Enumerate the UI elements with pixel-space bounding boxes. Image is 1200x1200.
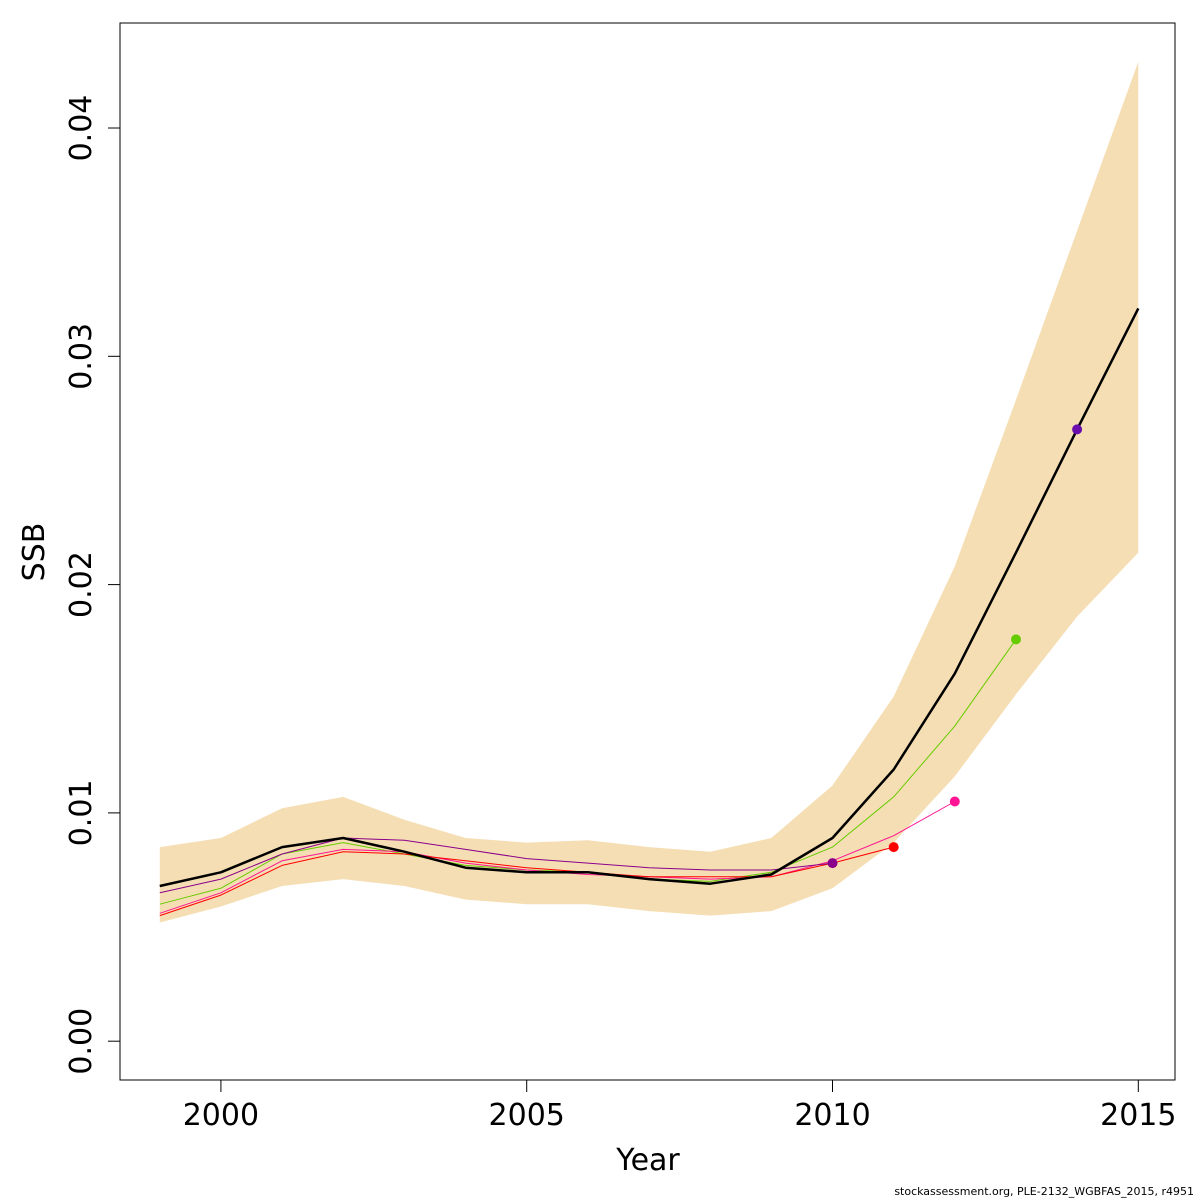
series-endpoint-3 xyxy=(1011,634,1021,645)
axes-layer: 2000 2005 2010 2015 0.00 0.01 0.02 0.03 0.04 xyxy=(64,95,1176,1133)
x-axis-title: Year xyxy=(615,1143,680,1178)
y-tick-label: 0.00 xyxy=(64,1008,99,1075)
confidence-band xyxy=(159,61,1139,923)
x-tick-label: 2010 xyxy=(794,1098,870,1133)
series-line-1 xyxy=(159,307,1140,888)
x-tick-label: 2005 xyxy=(489,1098,565,1133)
x-tick-label: 2000 xyxy=(183,1098,259,1133)
y-tick-label: 0.01 xyxy=(64,780,99,847)
series-endpoint-6 xyxy=(827,858,838,869)
series-line-6 xyxy=(159,837,833,894)
endpoint-markers-layer xyxy=(827,424,1083,869)
footer-source-text: stockassessment.org, PLE-2132_WGBFAS_201… xyxy=(894,1185,1194,1198)
y-tick-label: 0.03 xyxy=(64,323,99,390)
y-axis-title: SSB xyxy=(17,523,52,582)
series-endpoint-2 xyxy=(1072,424,1083,435)
y-tick-label: 0.02 xyxy=(64,551,99,618)
y-tick-label: 0.04 xyxy=(64,95,99,162)
x-tick-label: 2015 xyxy=(1100,1098,1176,1133)
series-line-5 xyxy=(159,846,894,917)
series-endpoint-5 xyxy=(888,842,899,853)
series-layer xyxy=(159,307,1140,917)
confidence-band-layer xyxy=(159,61,1139,923)
series-endpoint-4 xyxy=(949,796,960,807)
